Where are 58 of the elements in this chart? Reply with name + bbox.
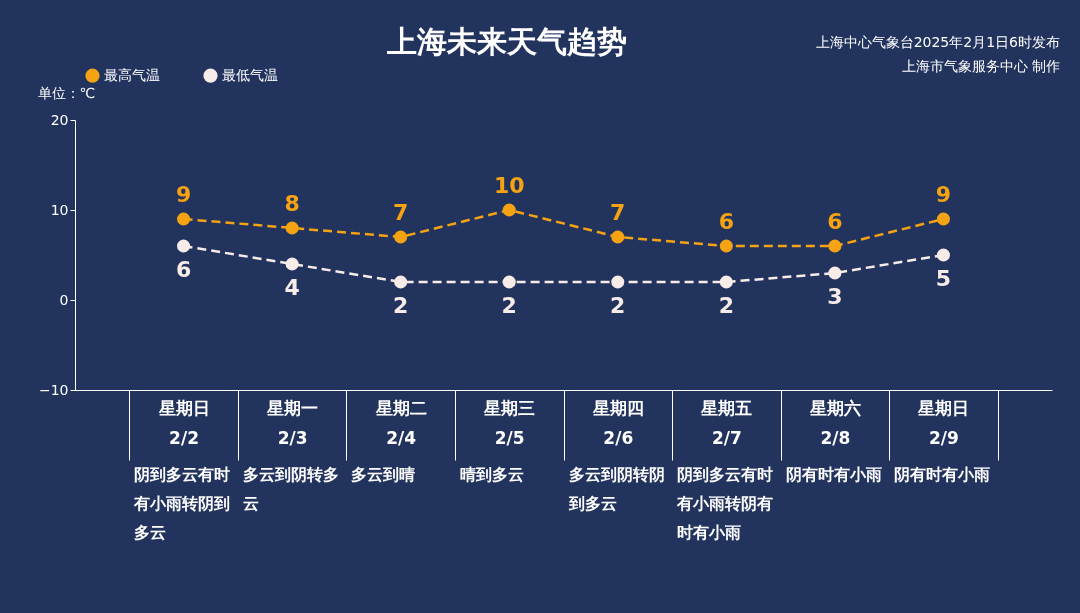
y-tick-label: 10: [50, 201, 69, 218]
point: [828, 266, 842, 280]
data-label: 3: [827, 284, 843, 309]
x-tick-label: 星期二 2/4: [374, 397, 427, 448]
point: [502, 203, 516, 217]
y-tick-label: −10: [38, 381, 69, 398]
data-label: 4: [284, 275, 300, 300]
point: [177, 239, 191, 253]
point: [936, 248, 950, 262]
point: [611, 275, 625, 289]
y-tick-label: 20: [50, 111, 69, 128]
data-label: 9: [935, 182, 952, 207]
point: [502, 275, 516, 289]
data-label: 2: [501, 293, 517, 318]
x-tick-label: 星期日 2/2: [157, 397, 210, 448]
point: [611, 230, 625, 244]
data-label: 7: [393, 200, 409, 225]
point: [719, 275, 733, 289]
data-label: 2: [393, 293, 409, 318]
data-label: 5: [935, 266, 952, 291]
legend-label: 最高气温: [104, 66, 160, 83]
y-tick-label: 0: [59, 291, 69, 308]
text: 阴到多云有时有小雨转阴到多云: [133, 465, 231, 542]
data-label: 2: [610, 293, 626, 318]
point: [394, 230, 408, 244]
point: [394, 275, 408, 289]
text: 阴有时有小雨: [785, 465, 882, 484]
text: 多云到晴: [351, 465, 416, 484]
x-tick-label: 星期六 2/8: [808, 397, 861, 448]
data-label: 10: [493, 173, 525, 198]
text: 多云到阴转阴到多云: [567, 465, 665, 513]
y-axis-title: 单位：℃: [37, 84, 96, 101]
x-tick-label: 星期日 2/9: [917, 397, 970, 448]
point: [936, 212, 950, 226]
point: [285, 221, 299, 235]
x-tick-label: 星期五 2/7: [700, 397, 753, 448]
point: [177, 212, 191, 226]
data-label: 2: [718, 293, 734, 318]
point: [285, 257, 299, 271]
legend-label: 最低气温: [222, 66, 278, 83]
data-label: 6: [718, 209, 734, 234]
data-label: 7: [610, 200, 626, 225]
point: [719, 239, 733, 253]
chart-title: 上海未来天气趋势: [386, 24, 627, 59]
text: 多云到阴转多云: [242, 465, 339, 513]
text: 上海市气象服务中心 制作: [901, 58, 1060, 74]
text: 阴到多云有时有小雨转阴有时有小雨: [676, 465, 774, 542]
text: 晴到多云: [459, 465, 524, 484]
data-label: 8: [284, 191, 300, 216]
data-label: 6: [175, 257, 192, 282]
data-label: 6: [827, 209, 843, 234]
x-tick-label: 星期一 2/3: [266, 397, 319, 448]
text: 上海中心气象台2025年2月1日6时发布: [815, 34, 1060, 50]
data-label: 9: [175, 182, 192, 207]
x-tick-label: 星期四 2/6: [591, 397, 644, 448]
point: [828, 239, 842, 253]
text: 阴有时有小雨: [894, 465, 991, 484]
x-tick-label: 星期三 2/5: [483, 397, 536, 448]
